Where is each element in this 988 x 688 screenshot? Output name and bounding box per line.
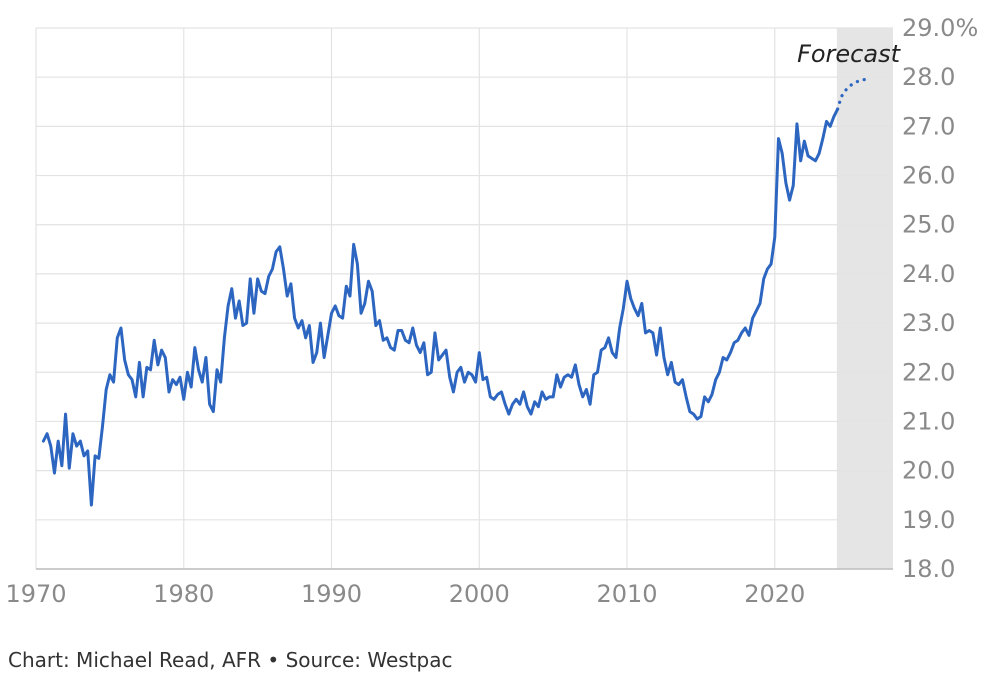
x-axis-tick-labels: 1970 1980 1990 2000 2010 2020	[5, 580, 805, 608]
forecast-series-line	[835, 78, 869, 111]
y-tick-label: 21.0	[902, 407, 955, 435]
y-tick-label: 29.0%	[902, 14, 978, 42]
y-tick-label: 22.0	[902, 358, 955, 386]
y-tick-label: 19.0	[902, 506, 955, 534]
x-tick-label: 1990	[301, 580, 362, 608]
y-tick-label: 26.0	[902, 162, 955, 190]
chart-credit: Chart: Michael Read, AFR • Source: Westp…	[8, 648, 453, 672]
historical-series-line	[41, 107, 840, 507]
x-tick-label: 1970	[5, 580, 66, 608]
y-tick-label: 20.0	[902, 457, 955, 485]
y-tick-label: 18.0	[902, 555, 955, 583]
y-tick-label: 27.0	[902, 112, 955, 140]
forecast-band	[836, 28, 893, 569]
y-tick-label: 28.0	[902, 63, 955, 91]
forecast-label: Forecast	[797, 40, 902, 68]
y-tick-label: 25.0	[902, 211, 955, 239]
y-tick-label: 23.0	[902, 309, 955, 337]
series-layer	[41, 78, 869, 507]
x-tick-label: 2010	[596, 580, 657, 608]
y-tick-label: 24.0	[902, 260, 955, 288]
x-tick-label: 2020	[744, 580, 805, 608]
grid-lines	[35, 27, 893, 570]
x-tick-label: 2000	[449, 580, 510, 608]
x-tick-label: 1980	[153, 580, 214, 608]
y-axis-tick-labels: 18.0 19.0 20.0 21.0 22.0 23.0 24.0 25.0 26.0 27.0…	[902, 14, 978, 583]
